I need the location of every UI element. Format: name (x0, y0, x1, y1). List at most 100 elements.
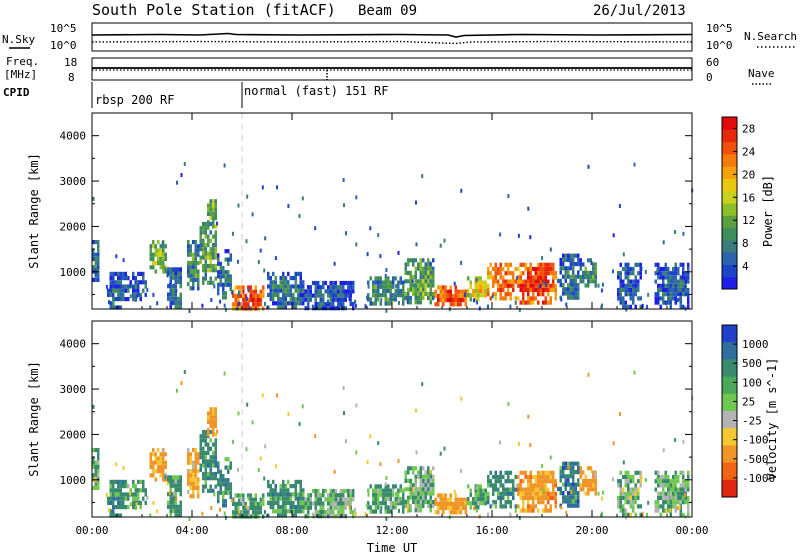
echo-cell (657, 262, 660, 267)
echo-cell (507, 470, 510, 475)
echo-cell (389, 293, 392, 298)
echo-cell (249, 285, 252, 290)
echo-cell (457, 497, 460, 502)
echo-cell (349, 493, 352, 498)
echo-cell (224, 278, 227, 283)
echo-cell (434, 302, 437, 307)
echo-cell (476, 300, 478, 305)
echo-cell (332, 285, 335, 290)
echo-cell (173, 283, 175, 288)
echo-cell (207, 224, 210, 229)
echo-cell (629, 292, 632, 297)
echo-cell (244, 510, 247, 515)
echo-cell (407, 287, 410, 292)
echo-cell (119, 513, 122, 518)
echo-cell (94, 473, 97, 478)
echo-cell (682, 279, 685, 284)
echo-cell (577, 482, 580, 487)
echo-cell (677, 495, 680, 501)
echo-cell (537, 483, 540, 488)
echo-cell (679, 508, 682, 513)
echo-cell (292, 484, 295, 489)
echo-cell (319, 285, 322, 290)
echo-cell (344, 501, 347, 506)
echo-cell (197, 277, 200, 282)
echo-cell (534, 474, 537, 480)
echo-cell (402, 288, 405, 294)
echo-cell (327, 507, 329, 512)
echo-cell (637, 470, 640, 475)
echo-cell (517, 296, 520, 301)
echo-cell (429, 291, 432, 296)
echo-cell (164, 269, 167, 274)
echo-cell (394, 484, 397, 489)
echo-cell (179, 475, 182, 480)
echo-cell (254, 293, 257, 298)
echo-cell (379, 301, 382, 306)
echo-cell (347, 497, 350, 502)
echo-cell (209, 259, 212, 264)
colorbar-tick-label: 500 (742, 357, 762, 370)
echo-cell (192, 485, 195, 490)
echo-cell (504, 500, 507, 505)
echo-cell (242, 506, 245, 511)
echo-cell (467, 276, 470, 281)
echo-cell (522, 283, 525, 288)
echo-cell (339, 501, 342, 506)
echo-cell (682, 262, 685, 267)
echo-cell (209, 415, 212, 420)
echo-cell (562, 287, 565, 292)
echo-cell (214, 203, 217, 208)
echo-cell (402, 284, 405, 289)
echo-cell (229, 253, 232, 258)
echo-cell (299, 297, 302, 302)
echo-cell (177, 513, 180, 518)
echo-cell (187, 477, 190, 482)
echo-cell (487, 474, 490, 480)
echo-cell (169, 496, 172, 501)
echo-cell (509, 283, 512, 288)
echo-cell (327, 514, 330, 519)
echo-cell (194, 256, 197, 261)
echo-cell (224, 307, 227, 312)
echo-cell (259, 302, 262, 307)
echo-cell (667, 487, 670, 492)
echo-cell (272, 496, 275, 501)
echo-cell (574, 274, 577, 279)
echo-cell (429, 296, 432, 301)
echo-cell (94, 464, 97, 469)
colorbar-tick-label: -25 (742, 415, 762, 428)
echo-cell (637, 279, 640, 284)
echo-cell (317, 293, 320, 298)
echo-cell (407, 478, 410, 483)
echo-cell (552, 287, 555, 293)
echo-cell (117, 513, 120, 518)
echo-cell (424, 474, 427, 479)
echo-cell (267, 284, 270, 289)
echo-cell (282, 271, 285, 276)
echo-cell (619, 504, 622, 509)
echo-cell (534, 479, 537, 484)
echo-cell (672, 474, 675, 480)
echo-cell (567, 287, 570, 292)
echo-cell (399, 496, 402, 502)
echo-cell (219, 486, 222, 491)
echo-cell (619, 483, 622, 488)
echo-cell (202, 242, 205, 248)
echo-cell (194, 477, 197, 482)
echo-cell (590, 469, 593, 474)
echo-cell (119, 284, 122, 289)
echo-cell (489, 262, 492, 267)
echo-cell (209, 238, 212, 243)
echo-cell (569, 470, 572, 475)
echo-cell (139, 271, 142, 276)
echo-cell (667, 300, 670, 305)
echo-cell (544, 275, 547, 280)
echo-cell (532, 495, 535, 501)
echo-cell (174, 275, 177, 280)
echo-cell (216, 221, 218, 226)
echo-cell (172, 292, 175, 297)
echo-cell (424, 283, 427, 288)
echo-cell (672, 500, 675, 505)
echo-cell (494, 271, 497, 276)
